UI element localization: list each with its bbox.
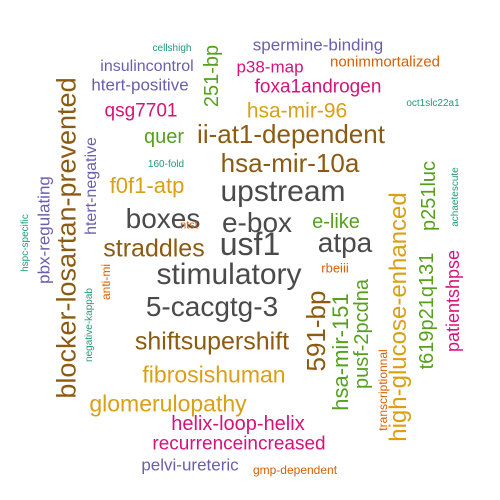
word: htert-positive <box>91 75 189 95</box>
word: p38-map <box>236 57 304 77</box>
word: p251luc <box>418 160 440 232</box>
word: quer <box>143 126 185 148</box>
word: 5-cacgtg-3 <box>145 291 279 322</box>
word: pusf-2pcdna <box>351 278 373 390</box>
word: patientshpse <box>443 249 463 353</box>
word: hsa-mir-96 <box>246 99 348 123</box>
word: 251-bp <box>201 44 223 108</box>
word: pelvi-ureteric <box>141 455 239 475</box>
word: e-like <box>312 211 360 233</box>
word: ntst <box>180 219 198 232</box>
word: hspc-specific <box>20 214 31 272</box>
word: hsa-mir-10a <box>220 148 360 178</box>
word: pbx-regulating <box>34 176 54 284</box>
word: achaetescute <box>450 167 461 227</box>
word: 160-fold <box>147 159 185 170</box>
word: qsg7701 <box>104 100 178 122</box>
word: atpa <box>317 227 373 258</box>
word: gmp-dependent <box>252 463 338 477</box>
word: usf1 <box>219 226 281 262</box>
word: ii-at1-dependent <box>197 119 385 149</box>
word: boxes <box>125 203 201 234</box>
word: high-glucose-enhanced <box>385 192 412 442</box>
word: cellshigh <box>152 43 192 54</box>
word: upstream <box>220 175 346 208</box>
word: spermine-binding <box>252 35 384 55</box>
word: anti-mi <box>99 263 113 301</box>
word: negative-kappab <box>84 288 95 362</box>
word: foxa1androgen <box>254 76 382 98</box>
word: hsa-mir-151 <box>328 293 353 411</box>
word: blocker-losartan-prevented <box>51 77 82 399</box>
word: rbeiii <box>321 260 349 276</box>
word: glomerulopathy <box>89 390 247 417</box>
word: fibrosishuman <box>142 361 286 388</box>
word: recurrenceincreased <box>152 433 326 455</box>
word: nonimmortalized <box>329 53 441 71</box>
word: 591-bp <box>301 290 331 372</box>
word: htert-negative <box>83 137 100 235</box>
word: f0f1-atp <box>109 173 185 198</box>
word: helix-loop-helix <box>171 413 305 435</box>
word: shiftsupershift <box>134 327 290 356</box>
word: t619p21q131 <box>416 252 438 370</box>
word: stimulatory <box>156 258 302 291</box>
word: oct1slc22a1 <box>406 98 460 109</box>
word: straddles <box>103 234 205 263</box>
word: transcriptionnal <box>376 349 390 431</box>
word: e-box <box>221 207 293 238</box>
word: insulincontrol <box>100 58 194 75</box>
